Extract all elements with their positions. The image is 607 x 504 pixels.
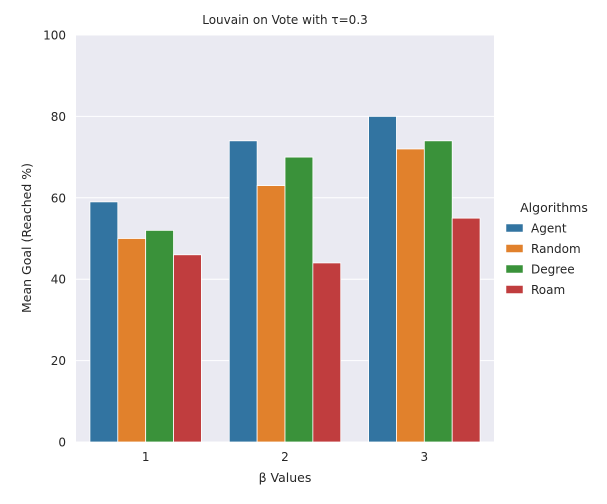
bar-roam-1 (173, 254, 202, 443)
y-axis-label: Mean Goal (Reached %) (19, 163, 34, 313)
y-tick-label: 0 (58, 436, 66, 450)
y-tick-label: 40 (51, 273, 66, 287)
x-tick-label: 1 (142, 450, 150, 464)
y-ticks: 0 20 40 60 80 100 (43, 29, 66, 450)
legend-label-agent: Agent (531, 222, 567, 236)
bar-degree-3 (423, 140, 453, 443)
bar-random-2 (256, 185, 286, 443)
bar-degree-1 (145, 229, 174, 443)
bar-roam-2 (312, 262, 342, 443)
bar-random-1 (117, 238, 147, 443)
bar-roam-3 (451, 217, 481, 443)
x-tick-label: 2 (281, 450, 289, 464)
legend-label-roam: Roam (531, 283, 565, 297)
legend-label-random: Random (531, 242, 581, 256)
legend-swatch-degree (505, 264, 524, 274)
legend: Algorithms Agent Random Degree Roam (505, 200, 588, 297)
bars (89, 116, 481, 443)
y-tick-label: 80 (51, 110, 66, 124)
legend-swatch-roam (505, 285, 524, 294)
legend-swatch-agent (505, 223, 524, 233)
x-tick-label: 3 (421, 450, 429, 464)
y-tick-label: 20 (51, 354, 66, 368)
x-axis-label: β Values (259, 470, 312, 485)
chart-title: Louvain on Vote with τ=0.3 (202, 13, 368, 27)
bar-agent-1 (89, 201, 119, 443)
bar-degree-2 (284, 156, 314, 443)
bar-agent-2 (228, 140, 258, 443)
bar-agent-3 (368, 116, 397, 443)
legend-swatch-random (505, 244, 524, 253)
legend-title: Algorithms (520, 200, 588, 215)
y-tick-label: 100 (43, 29, 66, 43)
bar-random-3 (396, 148, 425, 443)
x-ticks: 1 2 3 (142, 450, 428, 464)
y-tick-label: 60 (51, 191, 66, 205)
legend-label-degree: Degree (531, 263, 575, 277)
